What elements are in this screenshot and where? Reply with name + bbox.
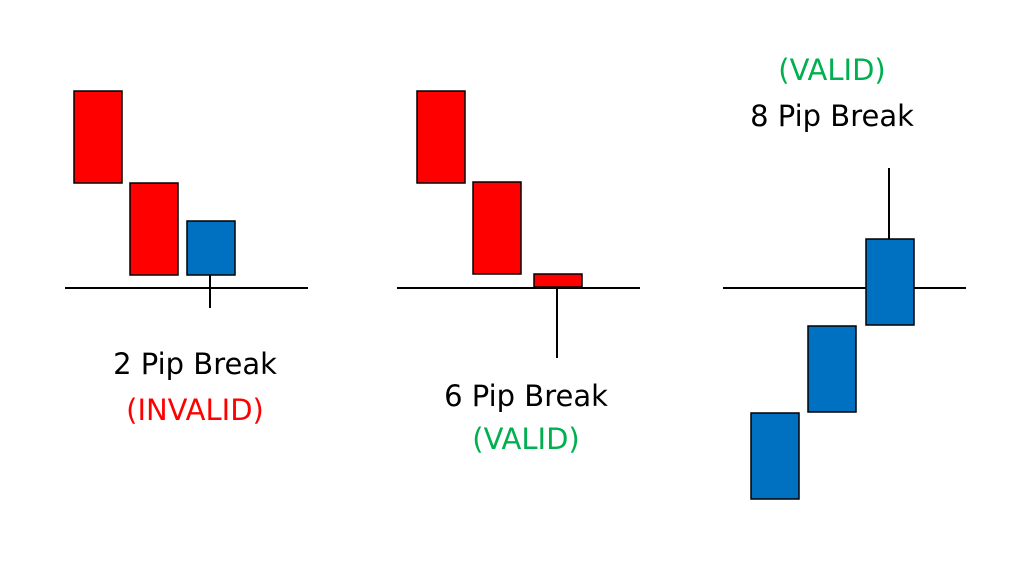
candle xyxy=(472,181,522,275)
candle xyxy=(750,412,800,500)
candle xyxy=(807,325,857,413)
verdict: (VALID) xyxy=(778,53,886,87)
verdict: (VALID) xyxy=(472,422,580,456)
candle xyxy=(865,238,915,326)
label: 2 Pip Break xyxy=(113,347,277,381)
candle xyxy=(186,220,236,276)
label: 6 Pip Break xyxy=(444,379,608,413)
panel-3: (VALID) 8 Pip Break xyxy=(723,53,966,500)
candle xyxy=(129,182,179,276)
candle xyxy=(533,273,583,288)
candle xyxy=(73,90,123,184)
verdict: (INVALID) xyxy=(126,393,264,427)
label: 8 Pip Break xyxy=(750,99,914,133)
panel-2: 6 Pip Break (VALID) xyxy=(397,90,640,456)
panel-1: 2 Pip Break (INVALID) xyxy=(65,90,308,427)
candle xyxy=(416,90,466,184)
